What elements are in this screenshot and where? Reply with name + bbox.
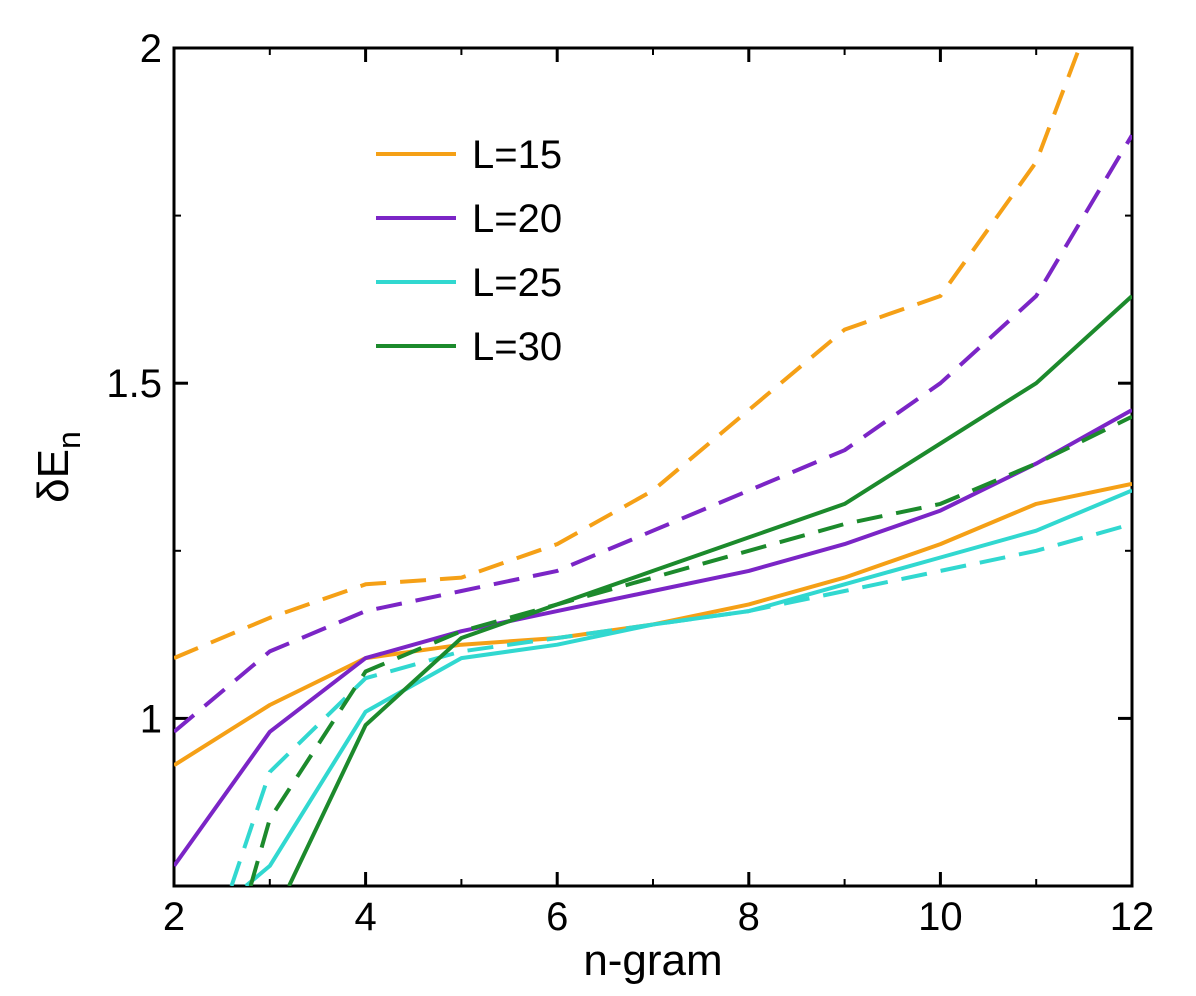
plot-area-frame [172, 46, 1134, 888]
x-tick-label: 10 [918, 895, 963, 939]
x-tick-label: 6 [546, 895, 568, 939]
series-line-l-25-solid [244, 488, 1132, 886]
y-tick-label: 1 [140, 697, 162, 741]
y-tick-label: 2 [140, 27, 162, 71]
series-line-l-20-solid [174, 408, 1132, 868]
series-line-l-25-dashed [229, 522, 1132, 886]
legend-label: L=30 [472, 325, 562, 369]
series-layer [174, 48, 1132, 886]
y-tick-label: 1.5 [106, 362, 162, 406]
x-tick-label: 8 [738, 895, 760, 939]
series-line-l-30-solid [287, 294, 1132, 886]
y-axis-label-subscript: n [51, 431, 87, 449]
legend-label: L=25 [472, 261, 562, 305]
legend-label: L=15 [472, 133, 562, 177]
x-tick-label: 2 [163, 895, 185, 939]
legend-label: L=20 [472, 197, 562, 241]
x-tick-label: 12 [1110, 895, 1155, 939]
y-axis-label-main: δE [29, 449, 78, 503]
axis-ticks: 2 4 6 8 10 12 1 1.5 2 [106, 27, 1154, 939]
x-tick-label: 4 [354, 895, 376, 939]
x-axis-label: n-gram [583, 936, 722, 985]
series-line-l-20-dashed [174, 134, 1132, 734]
legend: L=15 L=20 L=25 L=30 [376, 133, 562, 369]
y-axis-label: δEn [29, 431, 87, 503]
series-line-l-15-dashed [174, 48, 1082, 660]
